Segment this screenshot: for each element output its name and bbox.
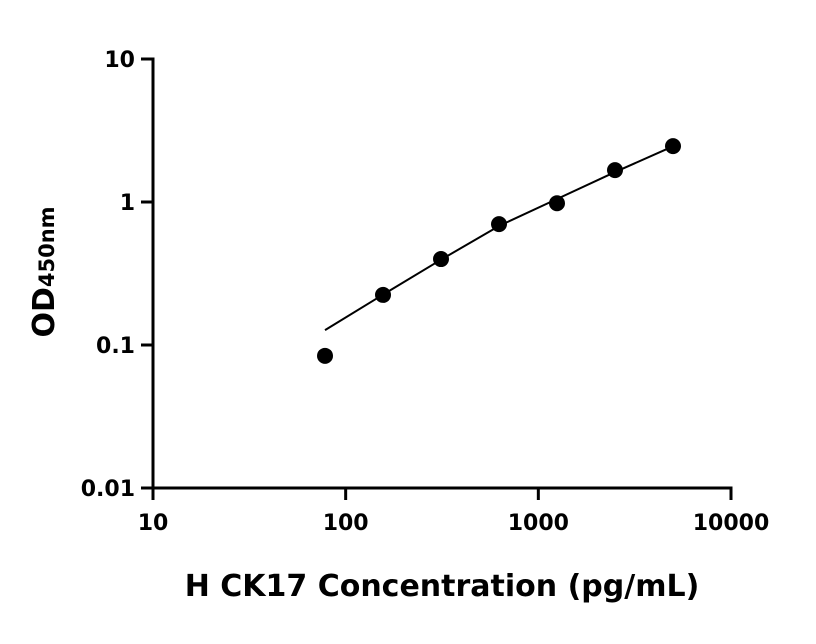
y-tick-label: 0.01 (81, 477, 135, 502)
data-point (549, 195, 566, 212)
fit-curve (324, 145, 674, 332)
y-tick-label: 1 (120, 191, 135, 216)
x-tick-label: 1000 (508, 511, 569, 536)
data-point (665, 138, 682, 155)
x-axis-label: H CK17 Concentration (pg/mL) (185, 569, 700, 604)
y-tick-label: 0.1 (96, 334, 135, 359)
y-axis-label: OD450nm (27, 206, 62, 337)
data-point (317, 347, 334, 364)
x-tick-label: 10000 (693, 511, 770, 536)
y-tick-label: 10 (104, 48, 135, 73)
y-axis-label-sub: 450nm (35, 206, 59, 287)
x-tick-label: 10 (138, 511, 169, 536)
x-tick-label: 100 (323, 511, 369, 536)
y-axis-label-main: OD (27, 287, 62, 337)
